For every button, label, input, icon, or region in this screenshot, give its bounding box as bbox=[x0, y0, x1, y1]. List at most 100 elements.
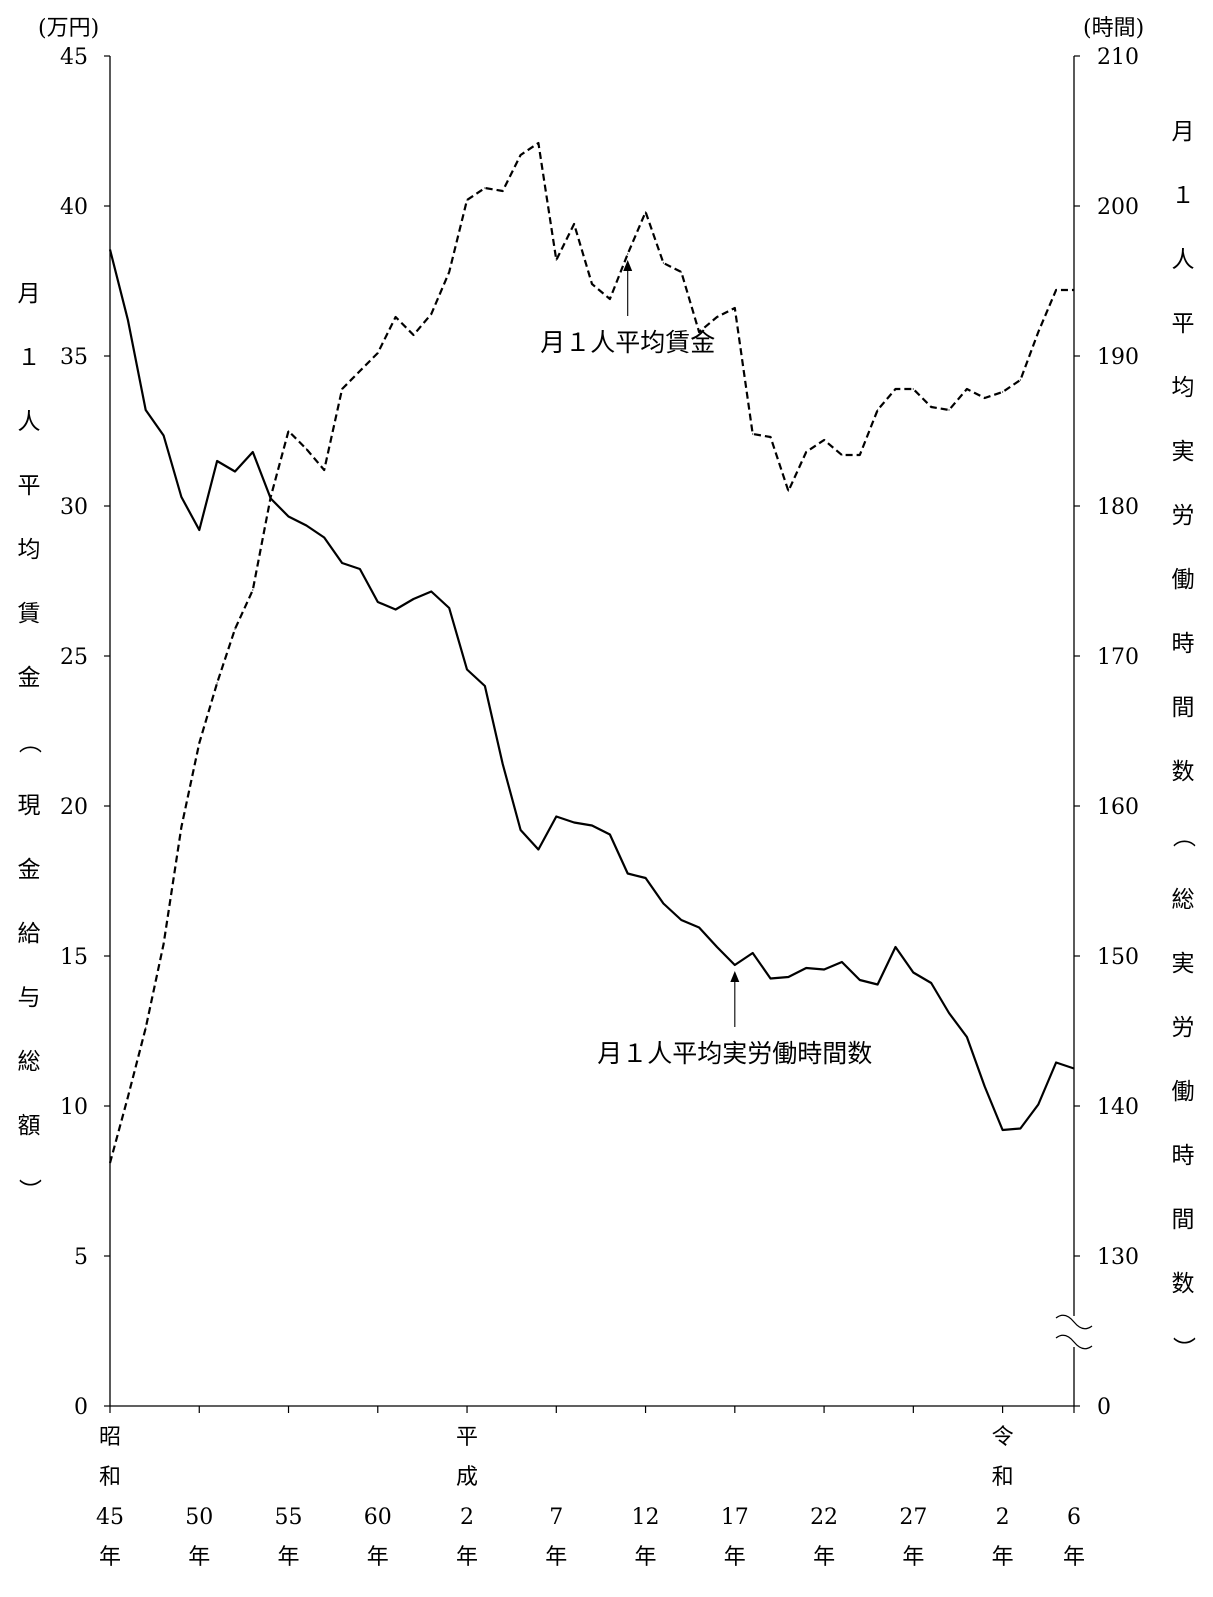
wage-data-point bbox=[127, 1096, 129, 1098]
right-y-tick-label: 180 bbox=[1097, 495, 1139, 520]
wage-data-point bbox=[180, 826, 182, 828]
wage-data-point bbox=[145, 1027, 147, 1029]
annotation-arrow-head bbox=[730, 971, 740, 982]
hours-data-point bbox=[823, 968, 825, 971]
axis-label-char: 均 bbox=[1171, 375, 1195, 401]
right-y-tick-label: 210 bbox=[1097, 45, 1139, 70]
axis-label-char: 平 bbox=[1171, 311, 1195, 337]
left-y-tick-label: 15 bbox=[60, 945, 88, 970]
axis-label-char: 平 bbox=[17, 473, 41, 499]
wage-data-point bbox=[1002, 391, 1004, 393]
hours-data-point bbox=[1037, 1103, 1039, 1106]
wage-data-point bbox=[769, 436, 772, 438]
hours-data-point bbox=[198, 529, 200, 531]
x-tick-label: 和 bbox=[99, 1465, 121, 1490]
axis-label-char: 働 bbox=[1171, 567, 1195, 593]
left-y-tick-label: 30 bbox=[60, 495, 88, 520]
right-y-tick-label: 170 bbox=[1097, 645, 1139, 670]
hours-series-line bbox=[108, 249, 1075, 1132]
wage-data-point bbox=[662, 262, 665, 264]
wage-data-point bbox=[859, 454, 861, 456]
right-y-tick-label: 0 bbox=[1097, 1395, 1111, 1420]
wage-data-point bbox=[698, 331, 700, 333]
wage-data-point bbox=[1055, 289, 1057, 291]
hours-data-point bbox=[1055, 1061, 1057, 1064]
left-y-tick-label: 0 bbox=[74, 1395, 88, 1420]
axis-label-char: 総 bbox=[17, 1049, 41, 1075]
axis-label-char: 実 bbox=[1171, 951, 1195, 977]
hours-data-point bbox=[591, 824, 593, 827]
hours-data-point bbox=[109, 248, 111, 251]
hours-data-point bbox=[966, 1036, 968, 1038]
wage-data-point bbox=[430, 313, 432, 315]
wage-data-point bbox=[823, 439, 825, 441]
left-y-tick-label: 35 bbox=[60, 345, 88, 370]
left-y-tick-label: 25 bbox=[60, 645, 88, 670]
wage-data-point bbox=[520, 154, 522, 156]
wage-data-point bbox=[252, 589, 254, 591]
wage-data-point bbox=[234, 628, 236, 630]
wage-data-point bbox=[984, 397, 986, 399]
axis-label-char: 間 bbox=[1171, 695, 1195, 721]
wage-series-label: 月１人平均賃金 bbox=[540, 328, 715, 357]
wage-data-point bbox=[198, 742, 200, 744]
axis-label-char: 労 bbox=[1171, 1015, 1195, 1041]
axis-break-mark bbox=[1055, 1334, 1093, 1350]
hours-data-point bbox=[609, 833, 611, 836]
x-tick-label: 55 bbox=[275, 1505, 303, 1530]
wage-data-point bbox=[448, 271, 450, 273]
left-axis-label: 月 １ 人平均賃金（現金給与総額） bbox=[14, 262, 44, 1222]
x-tick-label: 7 bbox=[549, 1505, 563, 1530]
wage-data-point bbox=[716, 316, 718, 318]
axis-label-char: 給 bbox=[17, 921, 41, 947]
axis-label-char: （ bbox=[16, 730, 42, 754]
x-tick-label: 年 bbox=[902, 1545, 924, 1570]
hours-series-label: 月１人平均実労働時間数 bbox=[597, 1039, 872, 1068]
hours-data-point bbox=[841, 961, 843, 963]
x-tick-label: 17 bbox=[721, 1505, 749, 1530]
axis-label-char: 人 bbox=[1171, 247, 1195, 273]
hours-data-point bbox=[180, 496, 182, 498]
axis-label-char: ） bbox=[1170, 1336, 1196, 1360]
axis-label-char: 与 bbox=[17, 985, 41, 1011]
hours-data-point bbox=[912, 971, 914, 974]
wage-data-point bbox=[591, 283, 593, 285]
axis-label-char: 月 bbox=[1171, 119, 1195, 145]
wage-data-point bbox=[1019, 379, 1022, 381]
x-tick-label: 平 bbox=[456, 1425, 478, 1450]
wage-data-point bbox=[680, 271, 682, 273]
hours-data-point bbox=[716, 946, 718, 948]
hours-data-point bbox=[1019, 1127, 1022, 1130]
hours-data-point bbox=[163, 434, 165, 437]
left-y-tick-label: 45 bbox=[60, 45, 88, 70]
hours-data-point bbox=[930, 982, 932, 984]
annotation-arrow-head bbox=[623, 260, 633, 271]
wage-data-point bbox=[734, 307, 736, 309]
wage-data-point bbox=[627, 253, 629, 255]
x-tick-label: 60 bbox=[364, 1505, 392, 1530]
axis-label-char: 間 bbox=[1171, 1207, 1195, 1233]
axis-label-char: 人 bbox=[17, 409, 41, 435]
wage-data-point bbox=[930, 406, 932, 408]
hours-data-point bbox=[859, 979, 861, 981]
axis-label-char: １ bbox=[17, 345, 41, 371]
right-y-tick-label: 150 bbox=[1097, 945, 1139, 970]
wage-data-point bbox=[163, 943, 165, 945]
hours-data-point bbox=[520, 829, 522, 831]
right-axis-unit: (時間) bbox=[1083, 16, 1145, 41]
hours-data-point bbox=[448, 607, 450, 609]
wage-data-point bbox=[645, 211, 647, 213]
hours-data-point bbox=[1002, 1129, 1004, 1131]
x-tick-label: 年 bbox=[367, 1545, 389, 1570]
wage-data-point bbox=[912, 388, 914, 390]
hours-data-point bbox=[430, 590, 432, 593]
wage-data-point bbox=[412, 334, 415, 336]
wage-data-point bbox=[841, 454, 843, 456]
chart-series bbox=[108, 141, 1075, 1164]
hours-data-point bbox=[127, 319, 129, 321]
hours-data-point bbox=[627, 872, 629, 875]
hours-data-point bbox=[502, 763, 504, 765]
hours-data-point bbox=[234, 470, 236, 473]
hours-data-point bbox=[484, 685, 486, 687]
